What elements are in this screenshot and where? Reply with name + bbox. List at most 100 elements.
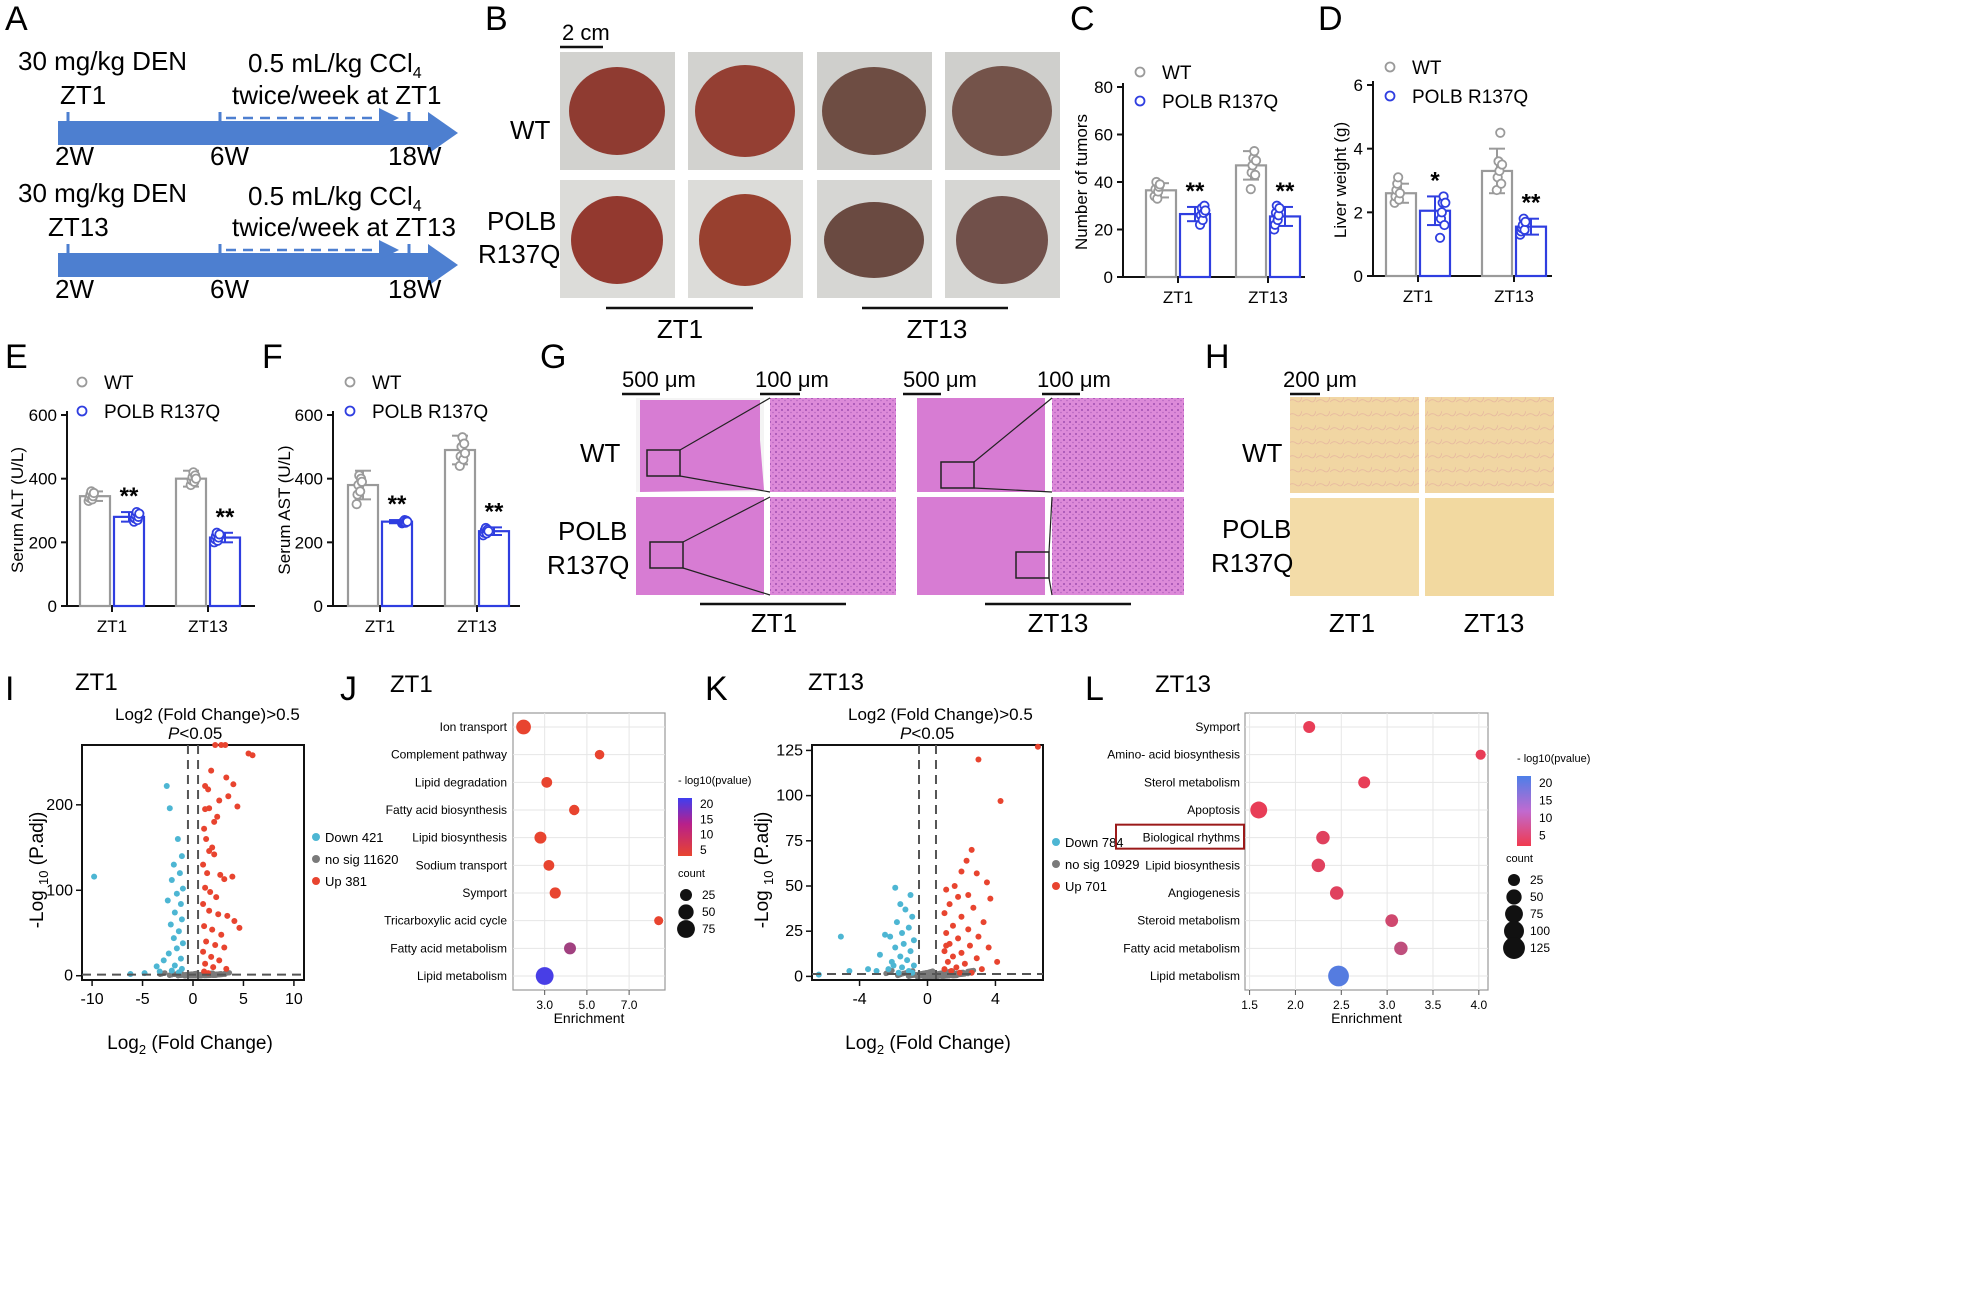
up-point <box>209 844 216 851</box>
term-label: Ion transport <box>440 720 508 734</box>
data-point <box>190 473 202 484</box>
x-tick-label: -10 <box>81 991 104 1008</box>
legend-nosig-label: no sig 10929 <box>1065 857 1139 872</box>
legend-down-marker <box>312 833 320 841</box>
up-point <box>949 953 956 960</box>
down-point <box>897 953 904 960</box>
up-point <box>978 966 985 973</box>
term-label: Lipid metabolism <box>1150 969 1240 983</box>
down-point <box>892 944 899 951</box>
legend-marker-wt <box>1384 61 1396 73</box>
term-label: Angiogenesis <box>1168 886 1240 900</box>
up-point <box>975 756 982 763</box>
bubble <box>543 859 555 871</box>
up-point <box>941 910 948 917</box>
den-dose-label: 30 mg/kg DEN <box>18 178 187 208</box>
down-point <box>178 853 185 860</box>
x-tick-label: 3.5 <box>1425 998 1442 1012</box>
down-point <box>887 933 894 940</box>
x-tick-label: ZT1 <box>1163 288 1193 307</box>
data-point <box>1520 216 1531 227</box>
y-axis-label: -Log 10 (P.adj) <box>752 812 776 929</box>
chart-title: ZT13 <box>1155 671 1211 698</box>
x-tick-label: ZT13 <box>1494 287 1534 306</box>
down-point <box>178 916 185 923</box>
significance-label: ** <box>1186 178 1205 205</box>
down-point <box>904 957 911 964</box>
down-point <box>160 957 167 964</box>
x-tick-label: ZT13 <box>1248 288 1288 307</box>
panel-letter-k: K <box>705 670 728 708</box>
legend-label-mut: POLB R137Q <box>1412 87 1528 108</box>
colorbar-tick-label: 15 <box>1539 794 1553 808</box>
up-point <box>210 964 217 971</box>
bubble <box>549 887 561 899</box>
bubble <box>594 749 605 760</box>
liver-mut-zt1-1 <box>571 196 663 284</box>
y-tick-label: 80 <box>1094 78 1113 97</box>
up-point <box>222 742 229 748</box>
up-point <box>961 960 968 967</box>
up-point <box>212 742 219 748</box>
liver-wt-zt1-2 <box>695 65 795 157</box>
legend-up-label: Up 701 <box>1065 879 1107 894</box>
down-point <box>902 906 909 913</box>
week-label: 6W <box>210 274 249 304</box>
up-point <box>973 955 980 962</box>
threshold-p-label: P<0.05 <box>900 724 954 743</box>
legend-nosig-marker <box>312 855 320 863</box>
schedule-label: twice/week at ZT13 <box>232 212 456 242</box>
data-point <box>1250 169 1261 180</box>
up-point <box>965 926 972 933</box>
up-point <box>216 957 223 964</box>
data-point <box>1249 146 1260 157</box>
up-point <box>200 900 207 907</box>
size-legend-marker <box>1508 874 1520 886</box>
up-point <box>229 873 236 880</box>
down-point <box>165 950 172 957</box>
up-point <box>200 948 207 955</box>
significance-label: ** <box>120 483 139 510</box>
x-axis-label: Enrichment <box>554 1010 625 1026</box>
term-label: Lipid biosynthesis <box>1145 858 1240 872</box>
sirius-wt-zt1 <box>1290 397 1419 493</box>
liver-mut-zt13-2 <box>956 196 1048 284</box>
sirius-wt-zt13 <box>1425 397 1554 493</box>
panel-letter-c: C <box>1070 0 1095 38</box>
data-point <box>1393 172 1404 183</box>
bubble <box>564 942 576 955</box>
up-point <box>948 967 955 974</box>
bubble <box>1385 914 1399 928</box>
up-point <box>234 803 241 810</box>
bubble <box>1303 721 1316 733</box>
up-point <box>958 949 965 956</box>
highlight-box <box>1115 823 1245 850</box>
data-point <box>1434 232 1446 243</box>
size-legend-label: 100 <box>1530 924 1550 938</box>
size-legend-marker <box>677 920 695 938</box>
down-point <box>156 968 163 975</box>
row-label-mut-line1: POLB <box>487 206 556 236</box>
zoom-line <box>682 496 771 543</box>
term-label: Sterol metabolism <box>1144 775 1240 789</box>
size-legend-marker <box>678 904 694 920</box>
data-point <box>351 499 362 510</box>
x-tick-label: 1.5 <box>1241 998 1258 1012</box>
up-point <box>963 857 970 864</box>
bubble <box>1328 965 1349 987</box>
he-low-mut-zt13 <box>917 497 1045 595</box>
x-axis-label: Log2 (Fold Change) <box>845 1033 1011 1057</box>
up-point <box>201 825 208 832</box>
scale-label-low-zt1: 500 μm <box>622 367 696 392</box>
down-point <box>174 836 181 842</box>
size-legend-label: 75 <box>1530 907 1544 921</box>
down-point <box>873 967 880 974</box>
nosig-point <box>210 972 216 978</box>
he-high-mut-zt1 <box>770 497 896 595</box>
down-point <box>167 921 174 928</box>
down-point <box>893 919 900 926</box>
term-label: Symport <box>1195 720 1240 734</box>
size-legend-title: count <box>1506 853 1533 865</box>
up-point <box>955 893 962 900</box>
threshold-p-label: P<0.05 <box>168 724 222 743</box>
